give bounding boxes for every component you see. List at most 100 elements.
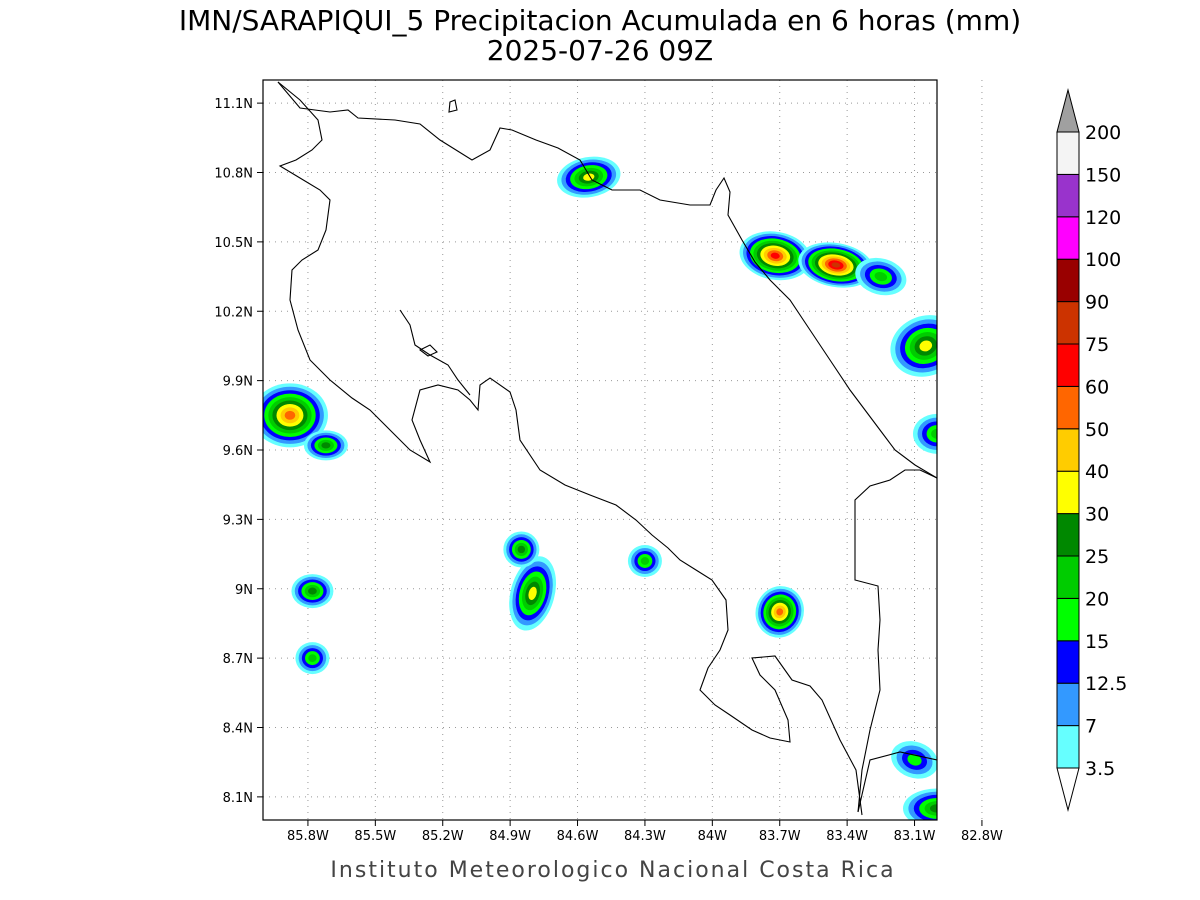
precip-cell-3 — [855, 257, 907, 296]
colorbar-top-arrow — [1056, 88, 1080, 133]
colorbar-label-11: 90 — [1085, 292, 1109, 314]
colorbar-swatch-12 — [1056, 216, 1080, 260]
colorbar-swatch-11 — [1056, 258, 1080, 303]
tick-label-lon-5: 84.3W — [624, 829, 666, 844]
tick-label-lon-3: 84.9W — [489, 829, 531, 844]
precip-contour-12-6 — [919, 340, 933, 352]
precip-contour-8-4 — [640, 557, 650, 565]
tick-label-lat-5: 9.6N — [223, 444, 253, 459]
precip-contour-1-9 — [770, 252, 780, 259]
precip-contour-15-5 — [929, 804, 937, 813]
tick-label-lat-6: 9.3N — [223, 513, 253, 528]
tick-label-lon-7: 83.7W — [759, 829, 801, 844]
colorbar-label-9: 60 — [1085, 376, 1109, 398]
coastline-borders — [277, 81, 937, 816]
tick-label-lat-4: 9.9N — [223, 375, 253, 390]
precip-contour-3-4 — [874, 271, 888, 282]
axis-ticks: 85.8W 85.5W 85.2W 84.9W 84.6W 84.3W 84W 83.7W 83… — [214, 97, 1003, 844]
precip-contour-6-6 — [528, 586, 537, 600]
precip-contour-2-10 — [831, 262, 841, 268]
colorbar-swatch-1 — [1056, 682, 1080, 727]
colorbar-swatch-10 — [1056, 301, 1080, 345]
colorbar-label-1: 7 — [1085, 716, 1097, 738]
colorbar-label-14: 150 — [1085, 164, 1121, 186]
tick-label-lat-2: 10.5N — [214, 236, 253, 251]
colorbar-swatch-14 — [1056, 131, 1080, 175]
tick-label-lat-1: 10.8N — [214, 167, 253, 182]
tick-label-lon-6: 84W — [698, 829, 728, 844]
nicoya-pacific-coast — [277, 81, 863, 816]
precip-cell-15 — [903, 788, 937, 820]
precip-cell-2 — [798, 242, 874, 288]
precip-cell-6 — [509, 556, 557, 631]
tick-label-lon-1: 85.5W — [354, 829, 396, 844]
colorbar-label-7: 40 — [1085, 461, 1109, 483]
colorbar-swatch-8 — [1056, 385, 1080, 430]
tick-label-lat-0: 11.1N — [214, 97, 253, 112]
tick-label-lat-3: 10.2N — [214, 305, 253, 320]
colorbar: 3.5 7 12.5 15 20 25 30 40 50 60 75 90 100 120 150 200 — [1056, 88, 1127, 812]
precip-cell-9 — [755, 586, 804, 638]
tick-label-lat-8: 8.7N — [223, 652, 253, 667]
precip-contour-9-8 — [776, 608, 784, 616]
border-panama — [854, 469, 937, 813]
precip-contour-4-8 — [284, 410, 296, 420]
lake-nicaragua-islet — [448, 99, 458, 113]
map-gridlines — [263, 80, 983, 820]
precip-cell-7 — [503, 531, 540, 568]
colorbar-label-3: 15 — [1085, 631, 1109, 653]
colorbar-label-0: 3.5 — [1085, 758, 1115, 780]
tick-label-lat-9: 8.4N — [223, 722, 253, 737]
precipitation-field — [263, 156, 937, 820]
precip-contour-5-5 — [321, 442, 331, 449]
precip-contour-10-5 — [308, 587, 317, 595]
colorbar-swatch-4 — [1056, 555, 1080, 599]
precip-cell-11 — [295, 642, 330, 675]
colorbar-label-2: 12.5 — [1085, 673, 1127, 695]
colorbar-label-15: 200 — [1085, 122, 1121, 144]
colorbar-swatch-13 — [1056, 173, 1080, 218]
tick-label-lon-4: 84.6W — [557, 829, 599, 844]
colorbar-label-5: 25 — [1085, 546, 1109, 568]
colorbar-swatch-3 — [1056, 597, 1080, 642]
precip-cell-0 — [557, 156, 621, 198]
colorbar-label-10: 75 — [1085, 334, 1109, 356]
colorbar-label-8: 50 — [1085, 419, 1109, 441]
colorbar-bottom-arrow — [1056, 767, 1080, 812]
precip-cell-1 — [739, 231, 811, 281]
colorbar-swatch-2 — [1056, 640, 1080, 684]
tick-label-lon-9: 83.1W — [894, 829, 936, 844]
precip-cell-13 — [913, 413, 937, 454]
colorbar-swatch-9 — [1056, 343, 1080, 387]
tick-label-lon-0: 85.8W — [287, 829, 329, 844]
map-title-line1: IMN/SARAPIQUI_5 Precipitacion Acumulada … — [179, 4, 1021, 37]
tick-label-lon-2: 85.2W — [422, 829, 464, 844]
precip-cell-5 — [303, 430, 348, 461]
tick-label-lon-8: 83.4W — [826, 829, 868, 844]
precip-cell-8 — [627, 545, 662, 577]
tick-label-lat-10: 8.1N — [223, 791, 253, 806]
precip-cell-12 — [890, 315, 937, 377]
border-nicaragua — [277, 81, 937, 479]
tick-label-lat-7: 9N — [235, 583, 253, 598]
precip-contour-14-3 — [907, 754, 922, 766]
map-title-line2: 2025-07-26 09Z — [487, 34, 713, 67]
precip-contour-11-4 — [308, 654, 317, 663]
footer-credit: Instituto Meteorologico Nacional Costa R… — [330, 858, 895, 883]
colorbar-label-13: 120 — [1085, 207, 1121, 229]
precip-contour-7-5 — [517, 545, 526, 554]
colorbar-label-6: 30 — [1085, 504, 1109, 526]
precip-contour-13-4 — [931, 428, 937, 439]
precip-cell-4 — [263, 383, 328, 448]
colorbar-swatch-0 — [1056, 725, 1080, 769]
island-chira — [418, 344, 438, 357]
colorbar-swatch-7 — [1056, 428, 1080, 472]
colorbar-label-12: 100 — [1085, 249, 1121, 271]
precip-cell-10 — [291, 574, 334, 609]
tick-label-lon-10: 82.8W — [961, 829, 1003, 844]
colorbar-label-4: 20 — [1085, 588, 1109, 610]
colorbar-swatch-6 — [1056, 470, 1080, 515]
burica-peninsula — [857, 751, 937, 813]
colorbar-swatch-5 — [1056, 513, 1080, 557]
